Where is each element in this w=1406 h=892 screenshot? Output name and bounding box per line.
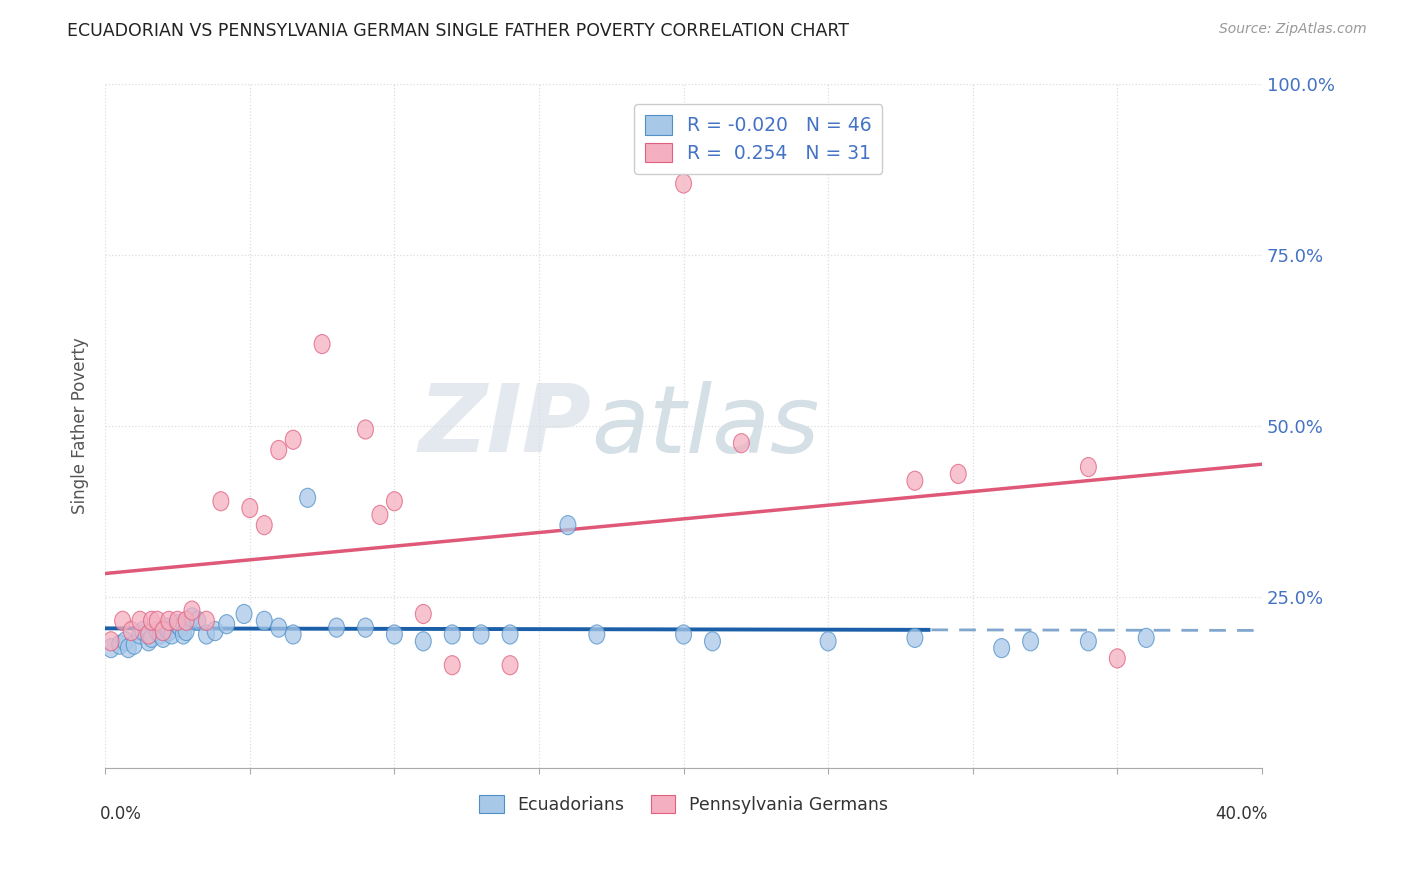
- Ellipse shape: [124, 622, 139, 640]
- Ellipse shape: [132, 611, 148, 631]
- Ellipse shape: [155, 628, 172, 648]
- Ellipse shape: [242, 499, 257, 517]
- Ellipse shape: [179, 611, 194, 631]
- Ellipse shape: [357, 420, 374, 439]
- Text: ECUADORIAN VS PENNSYLVANIA GERMAN SINGLE FATHER POVERTY CORRELATION CHART: ECUADORIAN VS PENNSYLVANIA GERMAN SINGLE…: [67, 22, 849, 40]
- Ellipse shape: [160, 611, 177, 631]
- Ellipse shape: [734, 434, 749, 453]
- Ellipse shape: [950, 465, 966, 483]
- Ellipse shape: [149, 622, 166, 640]
- Ellipse shape: [103, 639, 120, 657]
- Ellipse shape: [387, 491, 402, 511]
- Ellipse shape: [173, 618, 188, 637]
- Ellipse shape: [121, 639, 136, 657]
- Ellipse shape: [135, 622, 150, 640]
- Ellipse shape: [299, 488, 315, 508]
- Ellipse shape: [474, 625, 489, 644]
- Ellipse shape: [179, 622, 194, 640]
- Ellipse shape: [1080, 632, 1097, 651]
- Ellipse shape: [560, 516, 576, 534]
- Ellipse shape: [357, 618, 374, 637]
- Ellipse shape: [676, 625, 692, 644]
- Ellipse shape: [143, 628, 159, 648]
- Ellipse shape: [502, 656, 517, 674]
- Ellipse shape: [141, 632, 156, 651]
- Text: atlas: atlas: [591, 381, 820, 472]
- Text: Source: ZipAtlas.com: Source: ZipAtlas.com: [1219, 22, 1367, 37]
- Ellipse shape: [907, 628, 922, 648]
- Ellipse shape: [994, 639, 1010, 657]
- Ellipse shape: [271, 441, 287, 459]
- Ellipse shape: [127, 635, 142, 655]
- Ellipse shape: [1139, 628, 1154, 648]
- Ellipse shape: [820, 632, 837, 651]
- Text: ZIP: ZIP: [418, 380, 591, 472]
- Ellipse shape: [444, 625, 460, 644]
- Ellipse shape: [1022, 632, 1039, 651]
- Ellipse shape: [184, 607, 200, 627]
- Ellipse shape: [907, 471, 922, 491]
- Ellipse shape: [132, 625, 148, 644]
- Ellipse shape: [141, 625, 156, 644]
- Ellipse shape: [373, 506, 388, 524]
- Ellipse shape: [704, 632, 720, 651]
- Ellipse shape: [676, 174, 692, 193]
- Ellipse shape: [184, 601, 200, 620]
- Ellipse shape: [219, 615, 235, 634]
- Ellipse shape: [236, 605, 252, 624]
- Y-axis label: Single Father Poverty: Single Father Poverty: [72, 338, 89, 515]
- Ellipse shape: [207, 622, 224, 640]
- Ellipse shape: [1109, 648, 1125, 668]
- Ellipse shape: [387, 625, 402, 644]
- Legend: Ecuadorians, Pennsylvania Germans: Ecuadorians, Pennsylvania Germans: [472, 788, 894, 821]
- Ellipse shape: [444, 656, 460, 674]
- Ellipse shape: [152, 625, 169, 644]
- Ellipse shape: [502, 625, 517, 644]
- Ellipse shape: [329, 618, 344, 637]
- Text: 40.0%: 40.0%: [1215, 805, 1268, 823]
- Ellipse shape: [170, 615, 186, 634]
- Ellipse shape: [285, 625, 301, 644]
- Ellipse shape: [143, 611, 159, 631]
- Ellipse shape: [176, 625, 191, 644]
- Ellipse shape: [256, 516, 273, 534]
- Ellipse shape: [1080, 458, 1097, 476]
- Ellipse shape: [285, 430, 301, 450]
- Ellipse shape: [190, 611, 205, 631]
- Ellipse shape: [157, 618, 174, 637]
- Ellipse shape: [415, 605, 432, 624]
- Ellipse shape: [111, 635, 128, 655]
- Ellipse shape: [256, 611, 273, 631]
- Text: 0.0%: 0.0%: [100, 805, 142, 823]
- Ellipse shape: [271, 618, 287, 637]
- Ellipse shape: [115, 611, 131, 631]
- Ellipse shape: [155, 622, 172, 640]
- Ellipse shape: [103, 632, 120, 651]
- Ellipse shape: [170, 611, 186, 631]
- Ellipse shape: [160, 622, 177, 640]
- Ellipse shape: [118, 632, 134, 651]
- Ellipse shape: [314, 334, 330, 353]
- Ellipse shape: [163, 625, 180, 644]
- Ellipse shape: [198, 611, 214, 631]
- Ellipse shape: [589, 625, 605, 644]
- Ellipse shape: [415, 632, 432, 651]
- Ellipse shape: [198, 625, 214, 644]
- Ellipse shape: [149, 611, 166, 631]
- Ellipse shape: [212, 491, 229, 511]
